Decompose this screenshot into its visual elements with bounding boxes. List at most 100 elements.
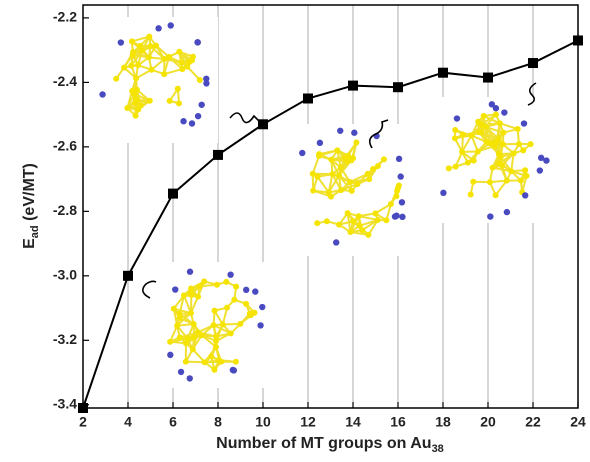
gold-atom bbox=[334, 147, 340, 153]
gold-atom bbox=[359, 227, 365, 233]
mt-atom bbox=[227, 271, 233, 277]
mt-atom bbox=[230, 367, 236, 373]
gold-atom bbox=[500, 130, 506, 136]
gold-atom bbox=[365, 171, 371, 177]
gold-atom bbox=[484, 139, 490, 145]
gold-atom bbox=[132, 100, 138, 106]
gold-atom bbox=[197, 77, 203, 83]
gold-atom bbox=[177, 315, 183, 321]
gold-atom bbox=[508, 168, 514, 174]
gold-atom bbox=[338, 165, 344, 171]
y-axis-label: Ead (eV/MT) bbox=[21, 163, 41, 249]
y-tick-label: -3.4 bbox=[53, 395, 77, 411]
y-label-sub: ad bbox=[29, 225, 41, 238]
gold-atom bbox=[518, 178, 524, 184]
mt-atom bbox=[504, 209, 510, 215]
gold-atom bbox=[342, 155, 348, 161]
cluster bbox=[92, 17, 218, 143]
mt-atom bbox=[257, 322, 263, 328]
mt-atom bbox=[399, 199, 405, 205]
x-tick-label: 18 bbox=[435, 414, 451, 430]
gold-atom bbox=[515, 126, 521, 132]
gold-atom bbox=[213, 333, 219, 339]
gold-atom bbox=[176, 100, 182, 106]
gold-atom bbox=[328, 157, 334, 163]
x-axis-label: Number of MT groups on Au38 bbox=[216, 435, 444, 455]
gold-atom bbox=[524, 173, 530, 179]
mt-atom bbox=[187, 269, 193, 275]
gold-atom bbox=[124, 105, 130, 111]
gold-atom bbox=[195, 294, 201, 300]
gold-atom bbox=[183, 359, 189, 365]
gold-atom bbox=[178, 59, 184, 65]
mt-atom bbox=[454, 115, 460, 121]
y-tick-label: -3.0 bbox=[53, 267, 77, 283]
gold-atom bbox=[487, 179, 493, 185]
mt-atom bbox=[187, 375, 193, 381]
gold-atom bbox=[471, 158, 477, 164]
x-tick-label: 22 bbox=[525, 414, 541, 430]
cluster bbox=[284, 124, 416, 256]
x-tick-label: 2 bbox=[79, 414, 87, 430]
mt-atom bbox=[317, 140, 323, 146]
x-tick-label: 8 bbox=[214, 414, 222, 430]
marker bbox=[483, 73, 493, 83]
gold-atom bbox=[522, 167, 528, 173]
gold-atom bbox=[356, 213, 362, 219]
pointer-arrow bbox=[230, 113, 260, 123]
gold-atom bbox=[528, 141, 534, 147]
gold-atom bbox=[211, 367, 217, 373]
gold-atom bbox=[500, 141, 506, 147]
gold-atom bbox=[135, 62, 141, 68]
marker bbox=[168, 189, 178, 199]
gold-atom bbox=[176, 49, 182, 55]
gold-atom bbox=[161, 71, 167, 77]
marker bbox=[123, 271, 133, 281]
gold-atom bbox=[520, 147, 526, 153]
gold-atom bbox=[353, 139, 359, 145]
gold-atom bbox=[493, 192, 499, 198]
marker bbox=[348, 81, 358, 91]
gold-atom bbox=[213, 344, 219, 350]
mt-atom bbox=[538, 155, 544, 161]
gold-atom bbox=[453, 164, 459, 170]
gold-atom bbox=[208, 354, 214, 360]
gold-atom bbox=[167, 339, 173, 345]
gold-atom bbox=[370, 166, 376, 172]
mt-atom bbox=[399, 214, 405, 220]
mt-atom bbox=[521, 120, 527, 126]
y-label-rest: (eV/MT) bbox=[21, 163, 38, 225]
gold-atom bbox=[349, 188, 355, 194]
gold-atom bbox=[347, 229, 353, 235]
mt-atom bbox=[396, 156, 402, 162]
mt-atom bbox=[351, 130, 357, 136]
mt-atom bbox=[333, 239, 339, 245]
gold-atom bbox=[131, 91, 137, 97]
gold-atom bbox=[202, 359, 208, 365]
gold-atom bbox=[224, 305, 230, 311]
gold-atom bbox=[167, 98, 173, 104]
gold-atom bbox=[197, 283, 203, 289]
gold-atom bbox=[375, 217, 381, 223]
mt-atom bbox=[172, 286, 178, 292]
gold-atom bbox=[459, 149, 465, 155]
gold-atom bbox=[478, 122, 484, 128]
gold-atom bbox=[498, 154, 504, 160]
x-tick-label: 4 bbox=[124, 414, 132, 430]
gold-atom bbox=[128, 63, 134, 69]
x-tick-label: 24 bbox=[570, 414, 586, 430]
gold-atom bbox=[460, 132, 466, 138]
mt-atom bbox=[392, 213, 398, 219]
mt-atom bbox=[243, 287, 249, 293]
mt-atom bbox=[522, 192, 528, 198]
y-tick-label: -2.8 bbox=[53, 202, 77, 218]
gold-atom bbox=[336, 222, 342, 228]
mt-atom bbox=[489, 101, 495, 107]
gold-atom bbox=[171, 306, 177, 312]
gold-atom bbox=[147, 98, 153, 104]
gold-atom bbox=[465, 160, 471, 166]
y-tick-label: -3.2 bbox=[53, 331, 77, 347]
gold-atom bbox=[133, 113, 139, 119]
gold-atom bbox=[153, 43, 159, 49]
gold-atom bbox=[243, 301, 249, 307]
